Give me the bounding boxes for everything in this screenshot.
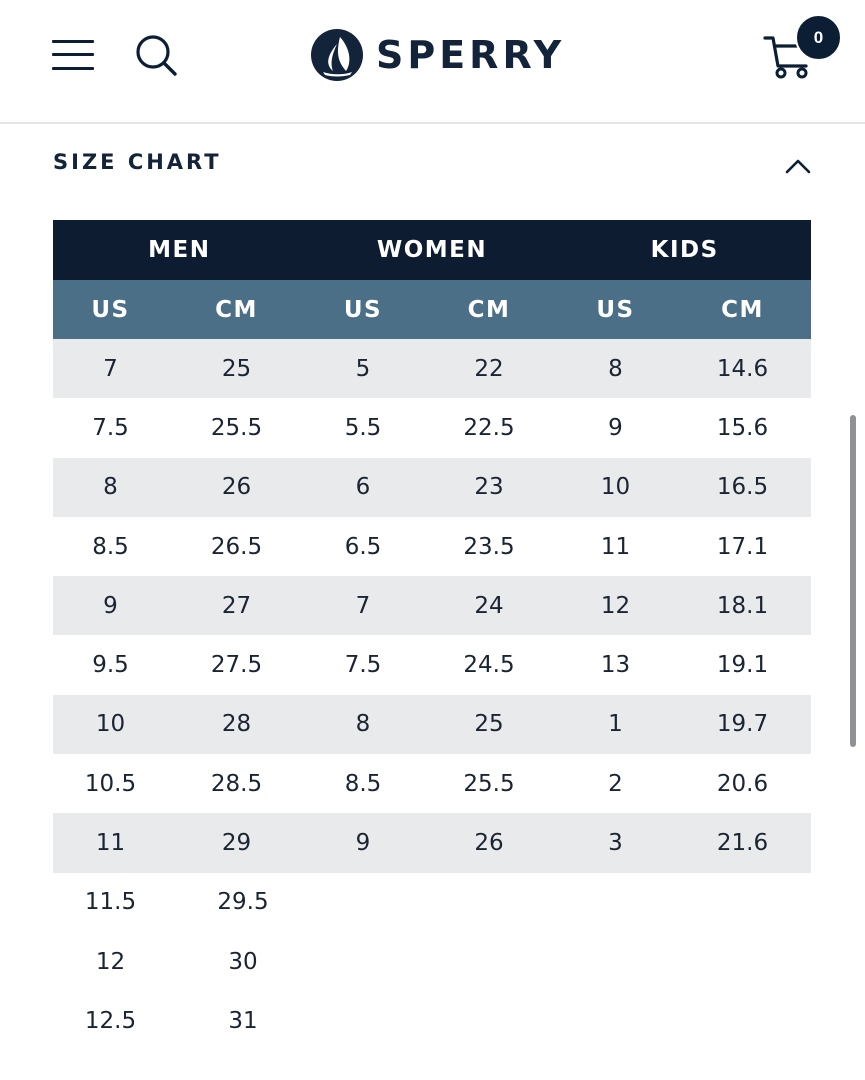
size-chart-table: MEN WOMEN KIDS US CM US CM US CM 7 25 5 … xyxy=(53,220,811,1051)
table-row: 7 25 5 22 8 14.6 xyxy=(53,339,811,399)
table-row: 10 28 8 25 1 19.7 xyxy=(53,694,811,755)
table-cell: 8.5 xyxy=(92,533,129,560)
table-cell: 23 xyxy=(474,474,504,501)
site-header: SPERRY 0 xyxy=(0,0,865,124)
table-cell: 25.5 xyxy=(210,414,263,441)
table-cell: 12 xyxy=(95,948,126,975)
table-row: 11.5 29.5 xyxy=(53,873,811,932)
group-header-kids: KIDS xyxy=(650,237,719,263)
table-row: 7.5 25.5 5.5 22.5 9 15.6 xyxy=(53,398,811,457)
table-cell: 22 xyxy=(474,355,504,382)
table-cell: 11 xyxy=(95,830,126,857)
unit-header: CM xyxy=(721,296,764,323)
table-cell: 5.5 xyxy=(344,414,382,441)
group-header-women: WOMEN xyxy=(376,237,488,263)
table-cell: 8.5 xyxy=(344,770,382,797)
table-cell: 10.5 xyxy=(84,770,137,797)
table-cell: 7 xyxy=(103,355,118,382)
table-cell: 5 xyxy=(355,355,371,382)
table-cell: 19.1 xyxy=(716,652,769,679)
table-row: 12 30 xyxy=(53,931,811,992)
table-cell: 25.5 xyxy=(463,770,515,797)
table-cell: 9.5 xyxy=(92,652,129,679)
section-title[interactable]: SIZE CHART xyxy=(53,150,222,174)
table-cell: 22.5 xyxy=(463,414,515,441)
table-cell: 6.5 xyxy=(344,533,382,560)
table-cell: 21.6 xyxy=(716,830,769,857)
table-cell: 30 xyxy=(228,948,258,975)
table-row: 9.5 27.5 7.5 24.5 13 19.1 xyxy=(53,635,811,694)
brand-name: SPERRY xyxy=(376,33,566,77)
table-cell: 8 xyxy=(608,355,623,382)
table-cell: 23.5 xyxy=(463,533,515,560)
scrollbar[interactable] xyxy=(850,415,856,747)
table-cell: 12 xyxy=(600,592,631,619)
table-cell: 28 xyxy=(221,711,252,738)
table-cell: 1 xyxy=(608,711,623,738)
table-cell: 12.5 xyxy=(84,1007,137,1034)
table-cell: 29 xyxy=(221,830,252,857)
group-header-men: MEN xyxy=(148,237,211,263)
unit-header: US xyxy=(343,296,383,323)
table-cell: 8 xyxy=(103,474,118,501)
table-cell: 29.5 xyxy=(217,889,269,916)
table-cell: 6 xyxy=(355,474,371,501)
table-cell: 28.5 xyxy=(210,770,263,797)
table-row: 11 29 9 26 3 21.6 xyxy=(53,813,811,873)
table-cell: 31 xyxy=(228,1007,258,1034)
table-cell: 14.6 xyxy=(716,355,769,382)
table-cell: 7 xyxy=(355,592,371,619)
table-cell: 15.6 xyxy=(716,414,769,441)
chevron-up-icon[interactable] xyxy=(782,150,814,182)
table-cell: 7.5 xyxy=(344,652,382,679)
table-cell: 26.5 xyxy=(210,533,263,560)
table-cell: 3 xyxy=(608,830,623,857)
table-cell: 24 xyxy=(474,592,504,619)
cart-count-badge[interactable]: 0 xyxy=(795,14,842,61)
table-cell: 19.7 xyxy=(716,711,769,738)
table-cell: 25 xyxy=(221,355,252,382)
unit-header-row: US CM US CM US CM xyxy=(53,280,811,339)
table-row: 8.5 26.5 6.5 23.5 11 17.1 xyxy=(53,517,811,576)
table-row: 12.5 31 xyxy=(53,991,811,1050)
table-cell: 11.5 xyxy=(84,889,137,916)
sailboat-logo-icon xyxy=(311,29,363,81)
table-cell: 10 xyxy=(600,474,631,501)
table-cell: 27 xyxy=(221,592,252,619)
table-cell: 11 xyxy=(600,533,631,560)
table-cell: 24.5 xyxy=(463,652,515,679)
unit-header: CM xyxy=(467,296,511,323)
table-cell: 9 xyxy=(103,592,118,619)
unit-header: US xyxy=(596,296,635,323)
brand-logo[interactable]: SPERRY xyxy=(310,28,565,82)
table-cell: 16.5 xyxy=(716,474,769,501)
table-row: 8 26 6 23 10 16.5 xyxy=(53,457,811,517)
table-row: 9 27 7 24 12 18.1 xyxy=(53,576,811,636)
unit-header: US xyxy=(91,296,130,323)
table-cell: 18.1 xyxy=(716,592,769,619)
table-cell: 10 xyxy=(95,711,126,738)
table-cell: 20.6 xyxy=(716,770,769,797)
table-cell: 17.1 xyxy=(716,533,769,560)
menu-icon[interactable] xyxy=(52,38,94,72)
table-cell: 26 xyxy=(221,474,252,501)
table-cell: 8 xyxy=(355,711,371,738)
table-cell: 13 xyxy=(600,652,631,679)
table-cell: 9 xyxy=(608,414,623,441)
table-cell: 26 xyxy=(474,830,504,857)
table-cell: 2 xyxy=(608,770,623,797)
table-cell: 7.5 xyxy=(92,414,129,441)
group-header-row: MEN WOMEN KIDS xyxy=(53,220,811,280)
table-cell: 27.5 xyxy=(210,652,263,679)
table-cell: 25 xyxy=(474,711,504,738)
table-cell: 9 xyxy=(355,830,371,857)
table-row: 10.5 28.5 8.5 25.5 2 20.6 xyxy=(53,754,811,813)
search-icon[interactable] xyxy=(134,33,180,79)
unit-header: CM xyxy=(215,296,258,323)
